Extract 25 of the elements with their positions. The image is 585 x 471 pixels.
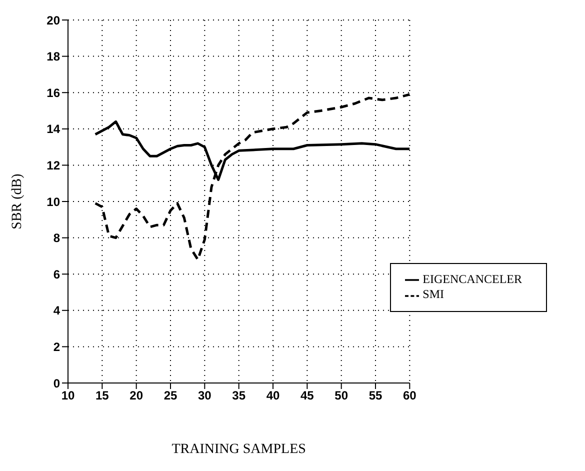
x-axis-title: TRAINING SAMPLES xyxy=(172,442,306,457)
x-tick-label: 20 xyxy=(130,388,144,403)
y-tick-label: 2 xyxy=(53,340,60,354)
y-tick-label: 6 xyxy=(53,267,60,282)
x-tick-label: 60 xyxy=(402,388,417,403)
x-tick-label: 45 xyxy=(300,388,314,403)
legend-label: SMI xyxy=(422,287,444,302)
x-tick-label: 40 xyxy=(266,388,280,403)
y-axis-title: SBR (dB) xyxy=(10,173,25,230)
y-tick-label: 18 xyxy=(46,50,60,64)
x-tick-label: 55 xyxy=(368,388,382,403)
y-tick-label: 16 xyxy=(46,86,60,100)
y-tick-label: 12 xyxy=(46,158,60,172)
y-tick-label: 14 xyxy=(46,122,60,136)
y-tick-label: 20 xyxy=(46,13,60,28)
y-tick-label: 4 xyxy=(53,304,60,318)
legend-label: EIGENCANCELER xyxy=(422,272,522,286)
x-tick-label: 25 xyxy=(164,388,178,403)
y-tick-label: 0 xyxy=(53,376,60,390)
x-tick-label: 50 xyxy=(334,388,348,403)
x-tick-label: 15 xyxy=(95,388,110,403)
x-tick-label: 35 xyxy=(232,388,246,403)
y-tick-label: 8 xyxy=(53,231,60,246)
y-tick-label: 10 xyxy=(46,194,60,209)
x-tick-label: 30 xyxy=(198,388,212,403)
